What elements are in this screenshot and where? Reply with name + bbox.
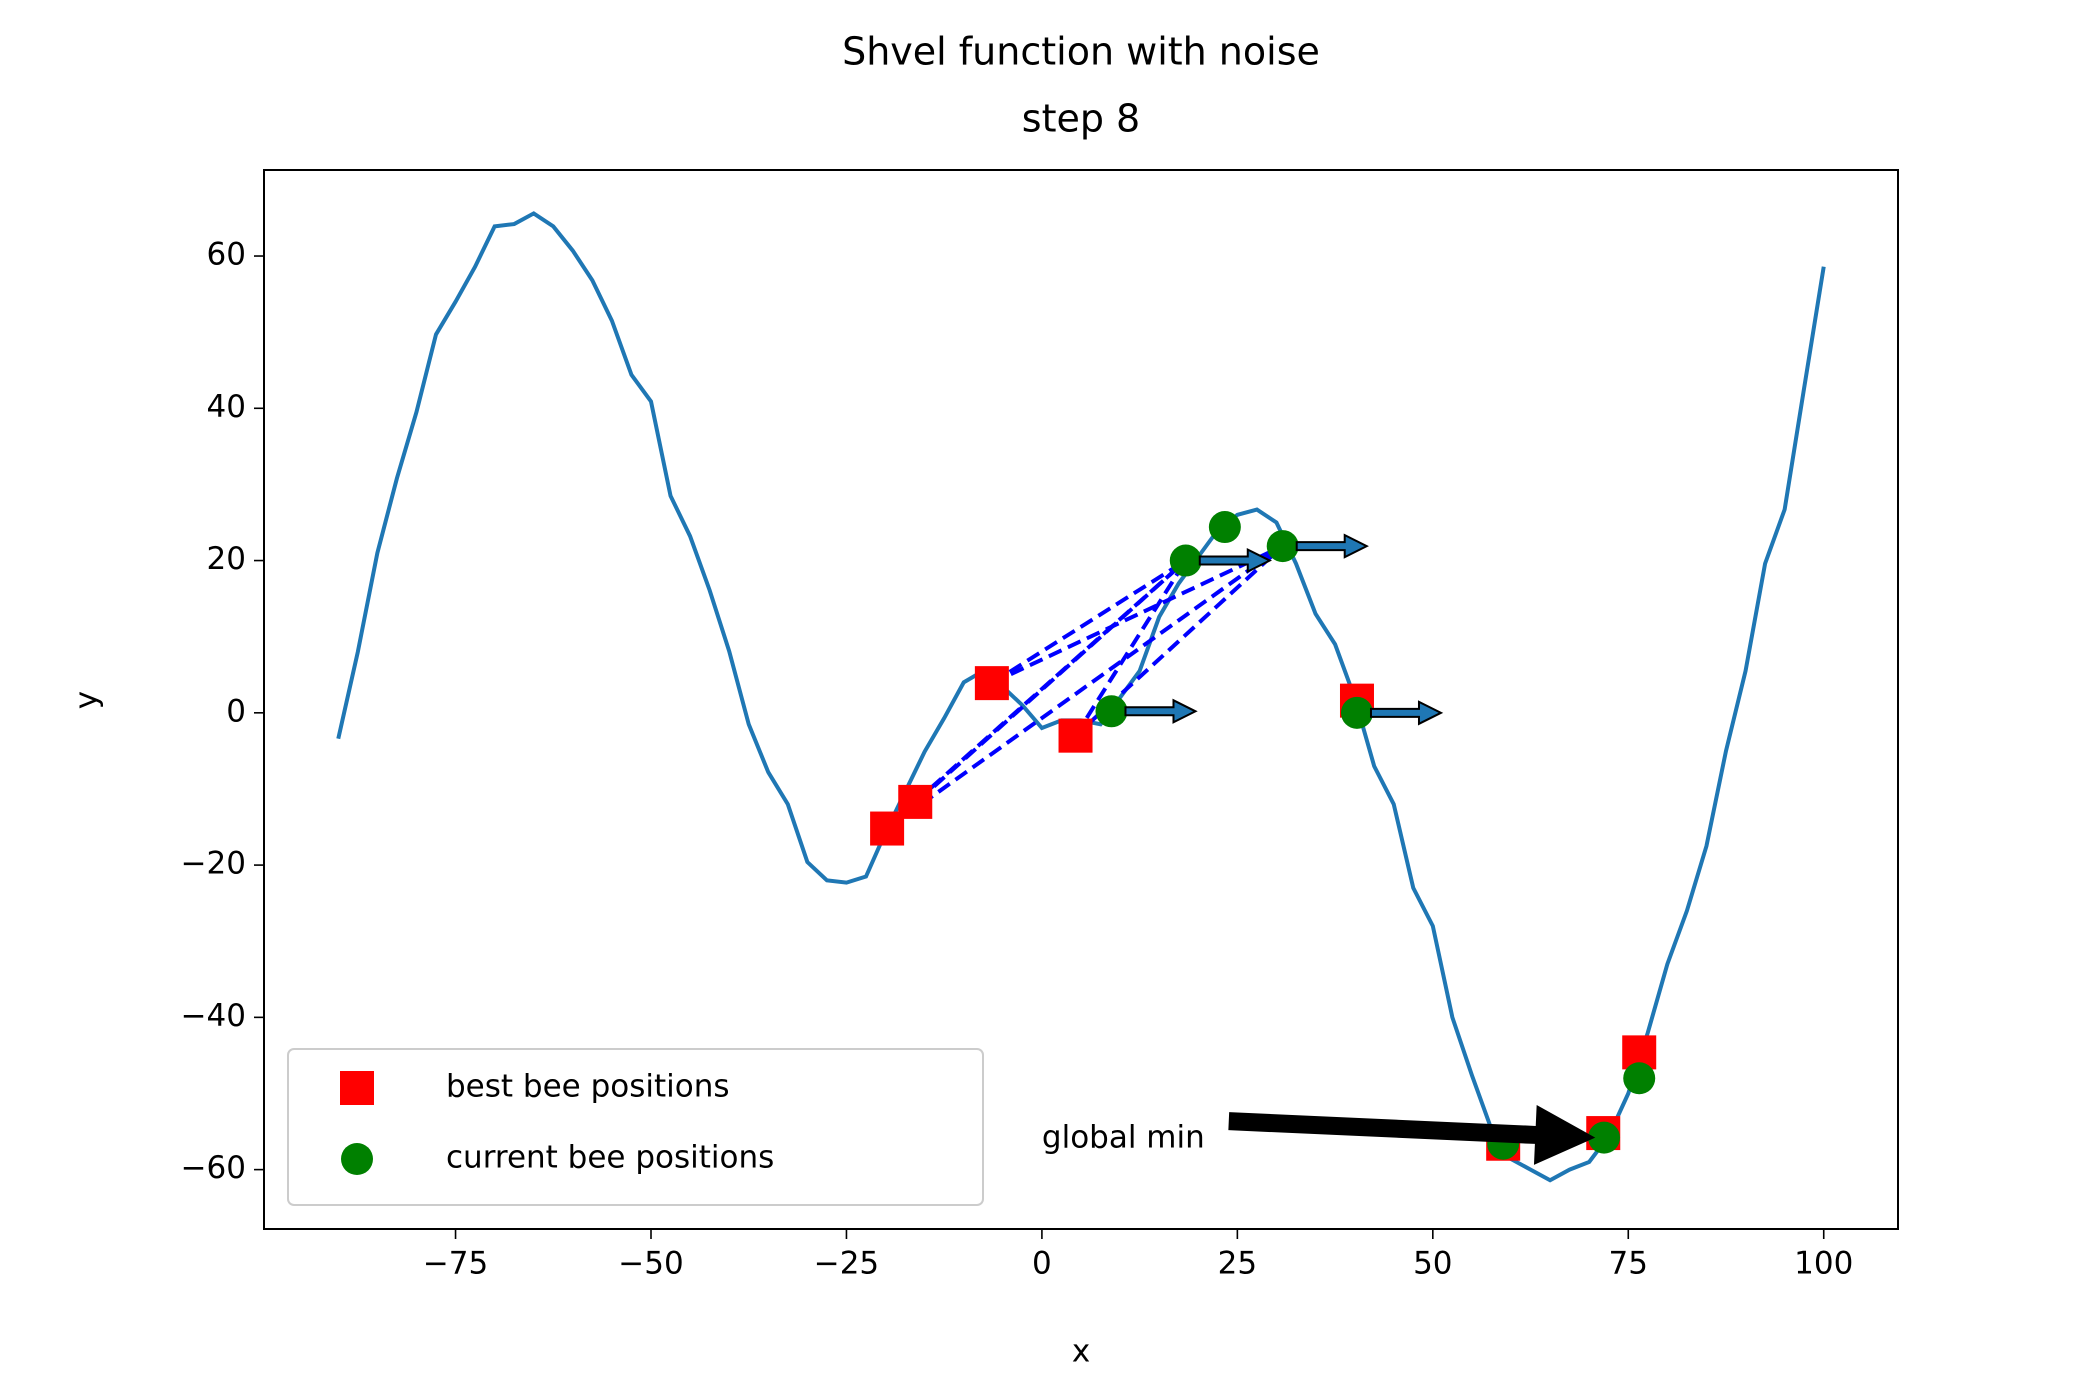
attraction-line (885, 544, 1284, 831)
x-tick-label: −50 (618, 1246, 683, 1282)
velocity-arrow (1295, 533, 1369, 559)
plot-frame (263, 169, 1899, 1230)
y-tick-label: 20 (207, 541, 246, 577)
velocity-arrow (1198, 547, 1272, 574)
legend-box (287, 1048, 984, 1206)
y-tick-label: −40 (181, 998, 246, 1034)
attraction-line (1073, 559, 1188, 737)
annotation-arrow-shape (1228, 1104, 1596, 1165)
x-tick-label: −75 (423, 1246, 488, 1282)
x-tick-label: 25 (1218, 1246, 1257, 1282)
y-axis-label: y (69, 691, 105, 709)
x-axis-label: x (1072, 1334, 1090, 1370)
x-tick-label: 50 (1413, 1246, 1452, 1282)
legend-marker (341, 1143, 373, 1175)
legend-label: current bee positions (446, 1140, 774, 1176)
y-tick-label: −20 (181, 846, 246, 882)
x-tick-label: 100 (1794, 1246, 1853, 1282)
x-tick-label: 75 (1609, 1246, 1648, 1282)
y-tick-label: −60 (181, 1150, 246, 1186)
chart-title: Shvel function with noise (842, 30, 1320, 74)
x-tick-label: 0 (1032, 1246, 1052, 1282)
current-bee (1588, 1121, 1621, 1154)
chart-subtitle: step 8 (1022, 97, 1140, 141)
current-bee (1266, 530, 1299, 563)
velocity-arrow (1124, 698, 1198, 724)
y-tick-label: 0 (226, 693, 246, 729)
best-bee (1058, 718, 1093, 753)
best-bee (974, 666, 1009, 701)
y-tick-label: 40 (207, 389, 246, 425)
attraction-line (991, 544, 1284, 685)
x-tick-label: −25 (814, 1246, 879, 1282)
y-tick-label: 60 (207, 237, 246, 273)
attraction-line (885, 559, 1188, 831)
attraction-line (990, 558, 1187, 685)
best-bee (898, 784, 933, 819)
current-bee (1623, 1062, 1656, 1095)
legend-label: best bee positions (446, 1069, 730, 1105)
current-bee (1340, 696, 1373, 729)
legend-marker (340, 1071, 374, 1105)
annotation-text: global min (1042, 1120, 1205, 1156)
velocity-arrow (1369, 700, 1444, 726)
annotation-arrow (1228, 1104, 1596, 1165)
current-bee (1169, 544, 1202, 577)
current-bee (1095, 695, 1128, 728)
current-bee (1208, 511, 1241, 544)
